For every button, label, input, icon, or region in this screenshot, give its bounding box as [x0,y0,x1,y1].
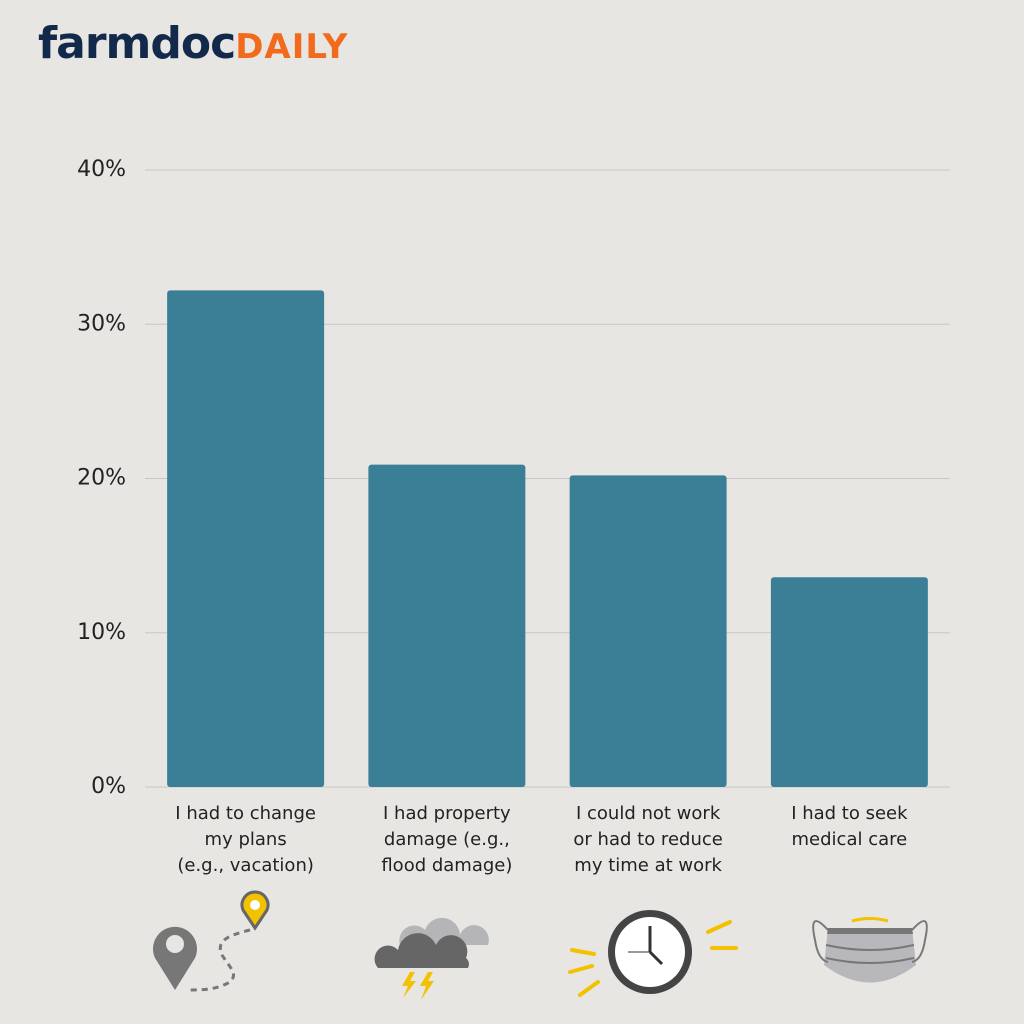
icon-pin-hole [250,900,260,910]
x-tick-label: I could not work or had to reduce my tim… [573,803,723,876]
y-tick-label: 20% [77,466,126,491]
y-tick-label: 0% [91,774,126,799]
y-tick-label: 30% [77,311,126,336]
x-tick-label: I had property damage (e.g., flood damag… [381,803,513,876]
bar [569,475,727,787]
y-tick-label: 10% [77,620,126,645]
icon-rays [568,920,738,997]
icon-bolt [402,972,416,998]
x-tick-label: I had to seek medical care [791,803,908,850]
x-tick-label: I had to change my plans (e.g., vacation… [175,803,316,876]
icons [153,890,928,1000]
icon-mask-folds [812,920,928,964]
icon-pin [153,926,197,990]
icon-bolt [420,972,434,1000]
bar [770,577,928,787]
bar [368,464,526,787]
icon-cloud [374,933,469,968]
logo: farmdocDAILY [38,18,348,69]
icon-mask-wire [851,917,889,923]
y-tick-label: 40% [77,157,126,182]
icon-mask-band [827,928,913,934]
logo-accent: DAILY [235,27,349,67]
icon-mask [824,928,916,983]
bar [167,290,325,787]
icon-pin-hole [166,935,184,953]
icon-clock-hand [648,950,664,966]
logo-main: farmdoc [38,18,236,69]
icon-route [187,928,251,992]
